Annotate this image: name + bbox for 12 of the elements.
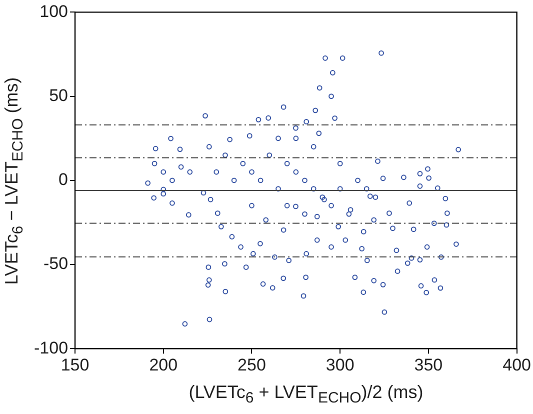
y-tick-label: 100: [40, 2, 68, 21]
y-tick-label: -50: [43, 254, 68, 274]
x-tick-label: 200: [149, 355, 178, 374]
x-axis-title: (LVETc$_{6}$ + LVET$_{ECHO}$)/2 (ms): [188, 382, 424, 407]
x-tick-label: 400: [502, 355, 532, 374]
x-tick-label: 300: [326, 355, 354, 374]
y-tick-label: 0: [58, 170, 68, 190]
x-tick-label: 150: [60, 355, 90, 374]
x-tick-label: 350: [414, 355, 443, 374]
y-tick-label: 50: [49, 86, 68, 105]
y-tick-label: -100: [34, 338, 68, 358]
x-tick-label: 250: [238, 355, 266, 374]
